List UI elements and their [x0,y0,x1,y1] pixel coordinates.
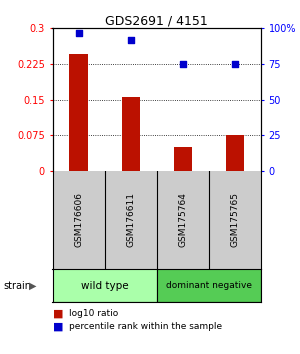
Text: wild type: wild type [81,281,128,291]
Bar [226,135,244,171]
Point [232,61,237,67]
Text: GSM176611: GSM176611 [126,193,135,247]
Text: strain: strain [3,281,31,291]
Point [128,37,133,42]
Text: GSM176606: GSM176606 [74,193,83,247]
Bar [174,147,192,171]
Text: percentile rank within the sample: percentile rank within the sample [69,322,222,331]
Text: ▶: ▶ [28,281,36,291]
Text: log10 ratio: log10 ratio [69,309,118,318]
Text: GSM175764: GSM175764 [178,193,187,247]
Text: GSM175765: GSM175765 [230,193,239,247]
Title: GDS2691 / 4151: GDS2691 / 4151 [105,14,208,27]
Bar [122,97,140,171]
Bar [157,269,261,302]
Text: ■: ■ [52,322,63,332]
Point [76,30,81,35]
Text: dominant negative: dominant negative [166,281,252,290]
Bar [69,55,88,171]
Text: ■: ■ [52,308,63,319]
Point [180,61,185,67]
Bar [52,269,157,302]
